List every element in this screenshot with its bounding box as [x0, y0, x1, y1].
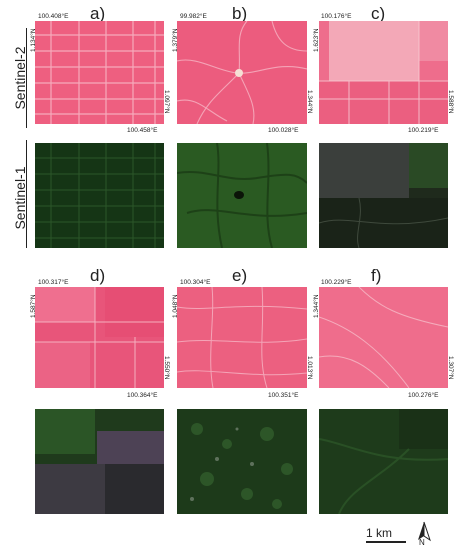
- sentinel1-image-c: [319, 143, 448, 248]
- panel-label-c: c): [371, 4, 386, 23]
- sentinel2-image-f: [319, 287, 448, 388]
- coord-d-right-lat: 1.550°N: [163, 356, 170, 380]
- coord-a-top-lon: 100.408°E: [38, 13, 69, 20]
- panel-label-d: d): [90, 266, 106, 285]
- coord-b-bottom-lon: 100.028°E: [268, 127, 299, 134]
- coord-e-bottom-lon: 100.351°E: [268, 392, 299, 399]
- coord-d-top-lon: 100.317°E: [38, 279, 69, 286]
- sentinel1-image-e: [177, 409, 307, 514]
- sentinel2-image-a: [35, 21, 164, 124]
- scale-bar-label: 1 km: [366, 526, 393, 540]
- sentinel1-image-d: [35, 409, 164, 514]
- row-divider-sentinel-2: [26, 28, 27, 128]
- coord-b-right-lat: 1.344°N: [306, 90, 313, 114]
- coord-c-right-lat: 1.588°N: [447, 90, 454, 114]
- coord-e-top-lon: 100.304°E: [180, 279, 211, 286]
- sentinel1-image-b: [177, 143, 307, 248]
- panel-label-f: f): [371, 266, 382, 285]
- coord-c-top-lon: 100.176°E: [321, 13, 352, 20]
- coord-b-top-lon: 99.982°E: [180, 13, 207, 20]
- coord-f-top-lon: 100.229°E: [321, 279, 352, 286]
- sentinel1-image-a: [35, 143, 164, 248]
- sentinel2-image-d: [35, 287, 164, 388]
- north-arrow-icon: [415, 520, 433, 548]
- panel-label-e: e): [232, 266, 248, 285]
- sentinel2-image-b: [177, 21, 307, 124]
- sentinel2-image-e: [177, 287, 307, 388]
- sentinel1-image-f: [319, 409, 448, 514]
- coord-c-bottom-lon: 100.219°E: [408, 127, 439, 134]
- coord-e-right-lat: 1.013°N: [306, 356, 313, 380]
- scale-bar: [366, 541, 406, 543]
- panel-label-b: b): [232, 4, 248, 23]
- north-arrow-label: N: [419, 538, 425, 547]
- row-divider-sentinel-1: [26, 140, 27, 248]
- coord-a-bottom-lon: 100.458°E: [127, 127, 158, 134]
- coord-a-right-lat: 1.097°N: [163, 90, 170, 114]
- sentinel2-image-c: [319, 21, 448, 124]
- coord-d-bottom-lon: 100.364°E: [127, 392, 158, 399]
- coord-f-right-lat: 1.307°N: [447, 356, 454, 380]
- coord-f-bottom-lon: 100.276°E: [408, 392, 439, 399]
- panel-label-a: a): [90, 4, 106, 23]
